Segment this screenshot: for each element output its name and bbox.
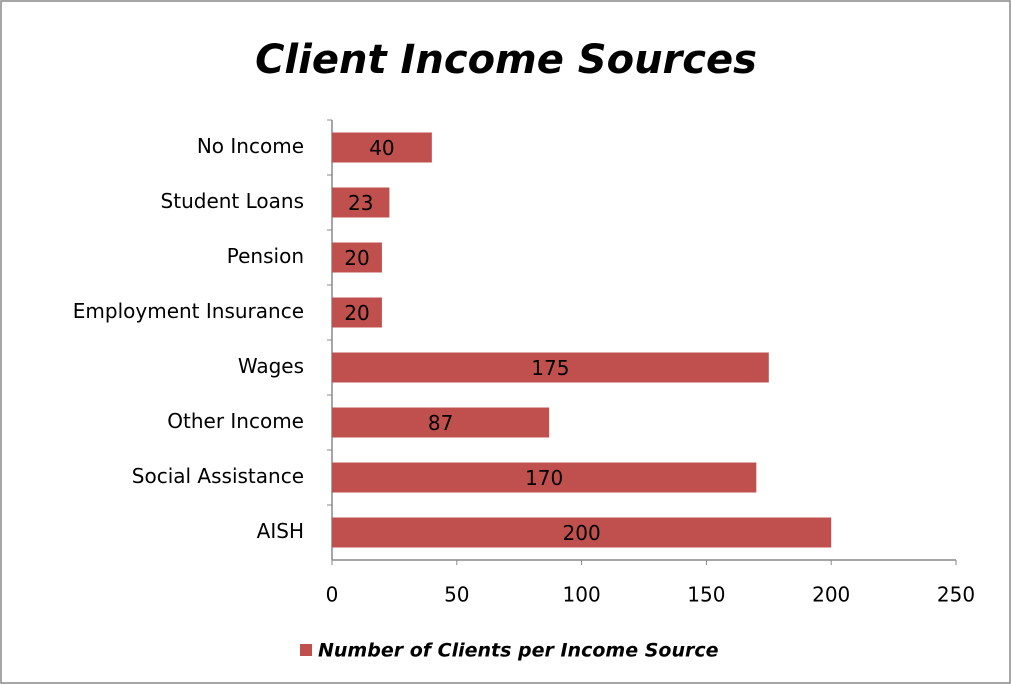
y-tick-label: Student Loans xyxy=(161,189,304,213)
legend-swatch xyxy=(300,644,312,656)
legend-label: Number of Clients per Income Source xyxy=(318,640,719,662)
x-tick-label: 50 xyxy=(444,583,469,607)
x-tick-label: 100 xyxy=(563,583,601,607)
bar xyxy=(332,132,432,163)
bar xyxy=(332,297,382,328)
data-label: 40 xyxy=(369,136,394,160)
bar xyxy=(332,517,832,548)
data-label: 87 xyxy=(428,411,453,435)
data-label: 23 xyxy=(348,191,373,215)
y-tick-label: Pension xyxy=(227,244,304,268)
bar xyxy=(332,352,769,383)
y-tick-label: Employment Insurance xyxy=(73,299,304,323)
bar xyxy=(332,462,757,493)
x-tick-label: 150 xyxy=(687,583,725,607)
bar xyxy=(332,242,382,273)
chart-title: Client Income Sources xyxy=(255,37,757,83)
y-tick-label: No Income xyxy=(197,134,304,158)
bar xyxy=(332,407,550,438)
bar xyxy=(332,187,390,218)
data-label: 175 xyxy=(531,356,569,380)
data-label: 200 xyxy=(563,521,601,545)
data-label: 20 xyxy=(344,301,369,325)
y-tick-label: AISH xyxy=(257,519,304,543)
x-tick-label: 0 xyxy=(326,583,339,607)
data-label: 170 xyxy=(525,466,563,490)
data-label: 20 xyxy=(344,246,369,270)
y-tick-label: Other Income xyxy=(167,409,304,433)
x-tick-label: 200 xyxy=(812,583,850,607)
y-tick-label: Social Assistance xyxy=(132,464,304,488)
y-tick-label: Wages xyxy=(238,354,304,378)
x-tick-label: 250 xyxy=(937,583,975,607)
